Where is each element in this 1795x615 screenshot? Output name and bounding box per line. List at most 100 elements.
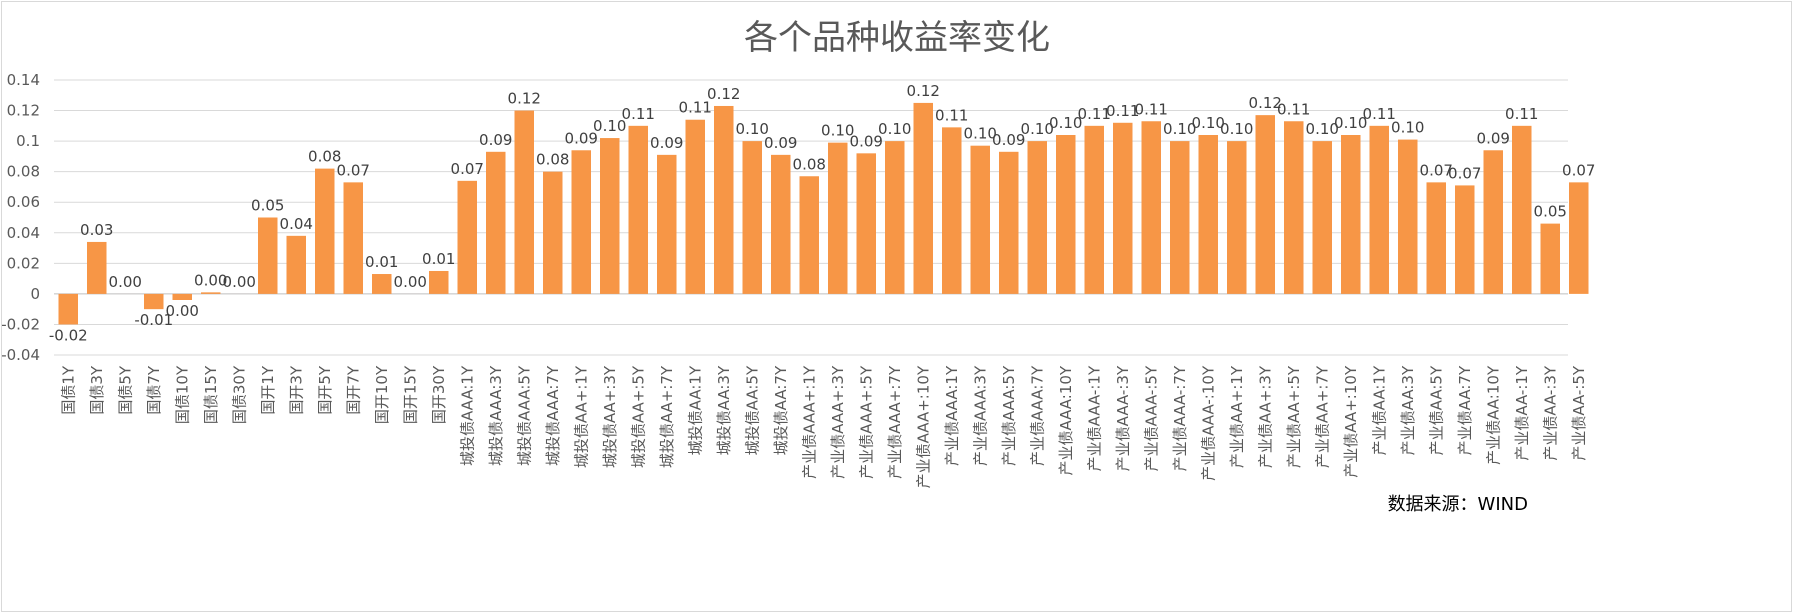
x-tick-label: 产业债AA:3Y	[1399, 365, 1417, 455]
x-tick-label: 城投债AA+:7Y	[658, 365, 676, 468]
x-tick-label: 产业债AA-:1Y	[1513, 365, 1531, 461]
y-tick-label: 0.1	[16, 132, 40, 150]
y-tick-label: 0.02	[7, 254, 40, 272]
bar	[1255, 115, 1275, 294]
bar	[885, 141, 905, 294]
y-tick-label: 0.08	[7, 163, 40, 181]
x-tick-label: 产业债AAA-:7Y	[1171, 365, 1189, 471]
data-label: 0.10	[964, 125, 997, 143]
bar	[1569, 182, 1589, 294]
bar	[1341, 135, 1361, 294]
data-label: 0.11	[1135, 100, 1168, 118]
bar	[913, 102, 933, 294]
data-label: 0.08	[308, 148, 341, 166]
y-tick-label: 0.14	[7, 71, 40, 89]
x-tick-label: 产业债AAA:3Y	[971, 365, 989, 466]
x-tick-label: 国债3Y	[88, 365, 106, 415]
data-label: 0.11	[679, 99, 712, 117]
x-tick-label: 城投债AAA:5Y	[515, 365, 533, 466]
data-label: 0.07	[1562, 161, 1595, 179]
data-label: 0.11	[1106, 102, 1139, 120]
data-label: 0.12	[907, 82, 940, 100]
bar	[372, 274, 392, 294]
data-label: 0.01	[422, 250, 455, 268]
data-label: 0.03	[80, 221, 113, 239]
x-tick-label: 产业债AA:1Y	[1370, 365, 1388, 455]
x-tick-label: 产业债AAA-:1Y	[1085, 365, 1103, 471]
x-tick-label: 城投债AA:7Y	[772, 365, 790, 455]
x-tick-label: 产业债AAA+:1Y	[800, 365, 818, 479]
bar	[1170, 141, 1190, 294]
x-tick-label: 城投债AAA:3Y	[487, 365, 505, 466]
data-label: 0.05	[1534, 203, 1567, 221]
bar	[486, 151, 506, 294]
bar	[1540, 223, 1560, 294]
y-tick-label: -0.02	[2, 315, 40, 333]
bar	[600, 138, 620, 294]
data-label: 0.00	[223, 273, 256, 291]
x-tick-label: 国债1Y	[59, 365, 77, 415]
y-axis-ticks: -0.04 -0.02 0 0.02 0.04 0.06 0.08 0.1 0.12 0.14	[2, 71, 40, 364]
bar	[628, 125, 648, 294]
y-tick-label: 0.06	[7, 193, 40, 211]
bar	[1455, 185, 1475, 294]
data-label: 0.09	[1477, 129, 1510, 147]
data-label: 0.04	[280, 215, 313, 233]
data-label: 0.07	[337, 161, 370, 179]
data-labels: -0.020.030.00-0.010.000.000.000.050.040.…	[49, 82, 1596, 345]
bar	[1426, 182, 1446, 294]
data-label: 0.10	[1192, 114, 1225, 132]
bar	[87, 241, 107, 294]
data-label: 0.00	[194, 271, 227, 289]
data-label: 0.10	[821, 122, 854, 140]
bar	[742, 141, 762, 294]
bar	[343, 182, 363, 294]
x-tick-label: 国债10Y	[173, 365, 191, 424]
x-tick-label: 国开3Y	[287, 365, 305, 415]
bar	[1512, 125, 1532, 294]
x-tick-label: 产业债AA+:10Y	[1342, 365, 1360, 478]
data-label: 0.09	[850, 132, 883, 150]
x-tick-label: 产业债AA+:1Y	[1228, 365, 1246, 468]
data-label: 0.10	[593, 117, 626, 135]
data-label: 0.10	[1391, 119, 1424, 137]
x-tick-label: 国债30Y	[230, 365, 248, 424]
x-tick-label: 产业债AA+:3Y	[1256, 365, 1274, 468]
bar	[1027, 141, 1047, 294]
source-note: 数据来源：WIND	[1388, 494, 1528, 515]
bar	[771, 154, 791, 294]
bar	[1084, 125, 1104, 294]
x-tick-label: 国开5Y	[316, 365, 334, 415]
bar	[1312, 141, 1332, 294]
x-tick-label: 国开30Y	[430, 365, 448, 424]
data-label: 0.11	[622, 105, 655, 123]
y-tick-label: 0	[30, 285, 40, 303]
data-label: 0.11	[1277, 100, 1310, 118]
chart-title: 各个品种收益率变化	[744, 18, 1050, 58]
data-label: 0.00	[394, 273, 427, 291]
bar	[543, 171, 563, 294]
bar	[970, 145, 990, 294]
data-label: 0.10	[878, 120, 911, 138]
x-tick-label: 产业债AAA-:3Y	[1114, 365, 1132, 471]
x-tick-label: 城投债AA:1Y	[686, 365, 704, 455]
x-tick-label: 产业债AA-:5Y	[1570, 365, 1588, 461]
bar	[1483, 150, 1503, 294]
data-label: 0.10	[1049, 114, 1082, 132]
bar	[201, 292, 221, 294]
x-tick-label: 产业债AAA:7Y	[1028, 365, 1046, 466]
x-tick-label: 产业债AAA+:5Y	[857, 365, 875, 479]
x-tick-label: 国债15Y	[202, 365, 220, 424]
data-label: 0.09	[992, 131, 1025, 149]
data-label: 0.10	[1306, 120, 1339, 138]
bar	[514, 110, 534, 294]
x-tick-label: 城投债AA+:3Y	[601, 365, 619, 468]
x-tick-label: 产业债AA+:7Y	[1313, 365, 1331, 468]
data-label: 0.07	[1448, 164, 1481, 182]
bars	[58, 102, 1589, 325]
data-label: 0.07	[1420, 161, 1453, 179]
data-label: 0.11	[1363, 105, 1396, 123]
y-tick-label: -0.04	[2, 346, 40, 364]
